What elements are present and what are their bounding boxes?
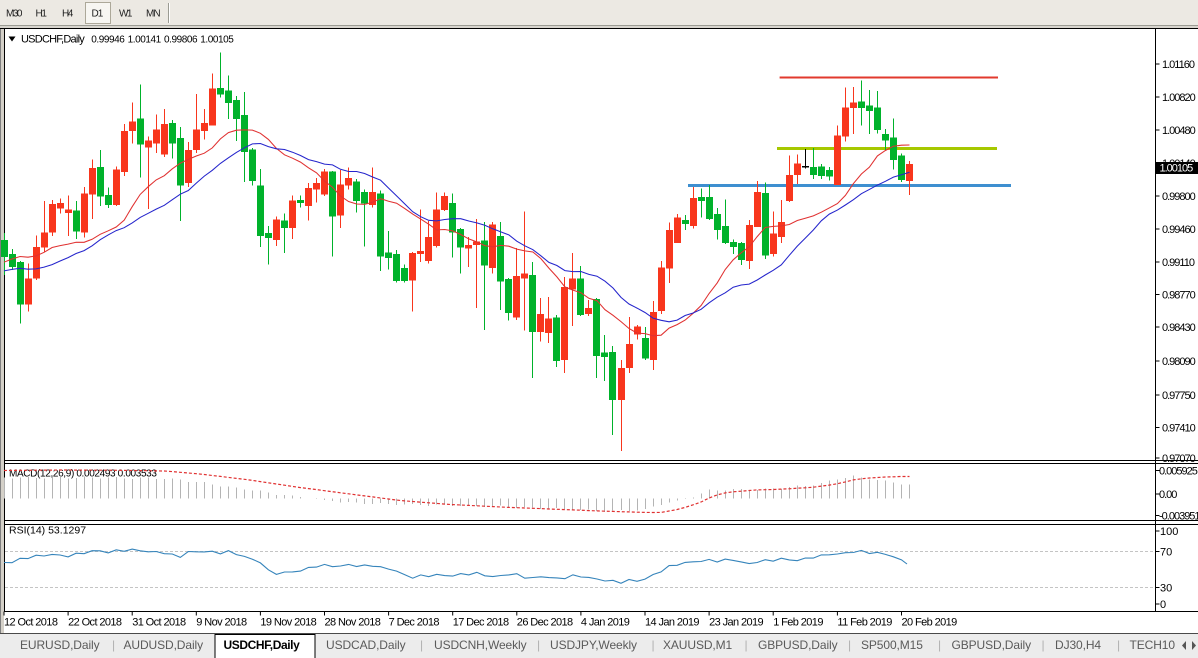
svg-text:31 Oct 2018: 31 Oct 2018 (132, 617, 186, 629)
svg-text:1.00480: 1.00480 (1162, 125, 1196, 137)
svg-text:30: 30 (1160, 583, 1172, 595)
svg-text:MN: MN (146, 9, 160, 20)
svg-text:W1: W1 (119, 9, 133, 20)
svg-text:|: | (938, 638, 941, 652)
svg-text:1.00105: 1.00105 (1160, 163, 1194, 175)
svg-text:9 Nov 2018: 9 Nov 2018 (196, 617, 247, 629)
svg-text:28 Nov 2018: 28 Nov 2018 (325, 617, 381, 629)
svg-text:7 Dec 2018: 7 Dec 2018 (389, 617, 440, 629)
svg-text:20 Feb 2019: 20 Feb 2019 (902, 617, 958, 629)
svg-text:|: | (652, 638, 655, 652)
svg-text:0.98770: 0.98770 (1162, 290, 1196, 302)
svg-text:GBPUSD,Daily: GBPUSD,Daily (952, 638, 1032, 652)
svg-text:0.99800: 0.99800 (1162, 191, 1196, 203)
svg-text:0.005925: 0.005925 (1159, 466, 1198, 478)
svg-text:4 Jan 2019: 4 Jan 2019 (581, 617, 630, 629)
svg-text:100: 100 (1160, 526, 1178, 538)
svg-text:1.01160: 1.01160 (1162, 59, 1195, 71)
svg-text:D1: D1 (92, 9, 104, 20)
svg-text:0.97070: 0.97070 (1162, 453, 1196, 465)
svg-text:0.98430: 0.98430 (1162, 322, 1196, 334)
svg-text:0.97410: 0.97410 (1162, 423, 1196, 435)
svg-text:GBPUSD,Daily: GBPUSD,Daily (758, 638, 838, 652)
svg-text:1 Feb 2019: 1 Feb 2019 (773, 617, 823, 629)
svg-text:XAUUSD,M1: XAUUSD,M1 (663, 638, 733, 652)
svg-text:14 Jan 2019: 14 Jan 2019 (645, 617, 699, 629)
svg-text:19 Nov 2018: 19 Nov 2018 (260, 617, 316, 629)
svg-text:0.99946 1.00141 0.99806 1.0010: 0.99946 1.00141 0.99806 1.00105 (91, 35, 234, 46)
svg-text:|: | (112, 638, 115, 652)
svg-text:17 Dec 2018: 17 Dec 2018 (453, 617, 509, 629)
svg-text:70: 70 (1160, 547, 1172, 559)
svg-text:|: | (745, 638, 748, 652)
svg-text:11 Feb 2019: 11 Feb 2019 (837, 617, 892, 629)
svg-text:0.98090: 0.98090 (1162, 356, 1196, 368)
svg-text:0.97750: 0.97750 (1162, 390, 1196, 402)
svg-text:USDCHF,Daily: USDCHF,Daily (21, 34, 85, 46)
svg-text:USDCHF,Daily: USDCHF,Daily (224, 638, 301, 652)
svg-text:|: | (1042, 638, 1045, 652)
svg-text:RSI(14) 53.1297: RSI(14) 53.1297 (9, 525, 86, 537)
svg-text:0.99460: 0.99460 (1162, 224, 1196, 236)
svg-text:|: | (848, 638, 851, 652)
svg-text:USDCAD,Daily: USDCAD,Daily (326, 638, 406, 652)
svg-text:12 Oct 2018: 12 Oct 2018 (4, 617, 58, 629)
svg-text:EURUSD,Daily: EURUSD,Daily (20, 638, 100, 652)
svg-text:USDJPY,Weekly: USDJPY,Weekly (550, 638, 637, 652)
svg-text:MACD(12,26,9) 0.002493 0.00353: MACD(12,26,9) 0.002493 0.003533 (9, 469, 157, 480)
svg-text:22 Oct 2018: 22 Oct 2018 (68, 617, 122, 629)
svg-text:|: | (1117, 638, 1120, 652)
svg-text:H1: H1 (36, 9, 48, 20)
svg-text:DJ30,H4: DJ30,H4 (1055, 638, 1101, 652)
svg-text:0: 0 (1160, 599, 1166, 611)
svg-text:|: | (420, 638, 423, 652)
svg-text:26 Dec 2018: 26 Dec 2018 (517, 617, 573, 629)
svg-text:M30: M30 (6, 9, 23, 20)
svg-text:-0.003951: -0.003951 (1159, 511, 1198, 523)
svg-text:SP500,M15: SP500,M15 (861, 638, 923, 652)
svg-text:23 Jan 2019: 23 Jan 2019 (709, 617, 763, 629)
svg-text:1.00820: 1.00820 (1162, 92, 1196, 104)
svg-text:H4: H4 (62, 9, 74, 20)
svg-text:USDCNH,Weekly: USDCNH,Weekly (434, 638, 527, 652)
svg-text:|: | (537, 638, 540, 652)
svg-text:AUDUSD,Daily: AUDUSD,Daily (124, 638, 204, 652)
svg-text:0.99110: 0.99110 (1162, 257, 1195, 269)
svg-text:TECH10: TECH10 (1130, 638, 1176, 652)
svg-text:0.00: 0.00 (1159, 489, 1177, 501)
